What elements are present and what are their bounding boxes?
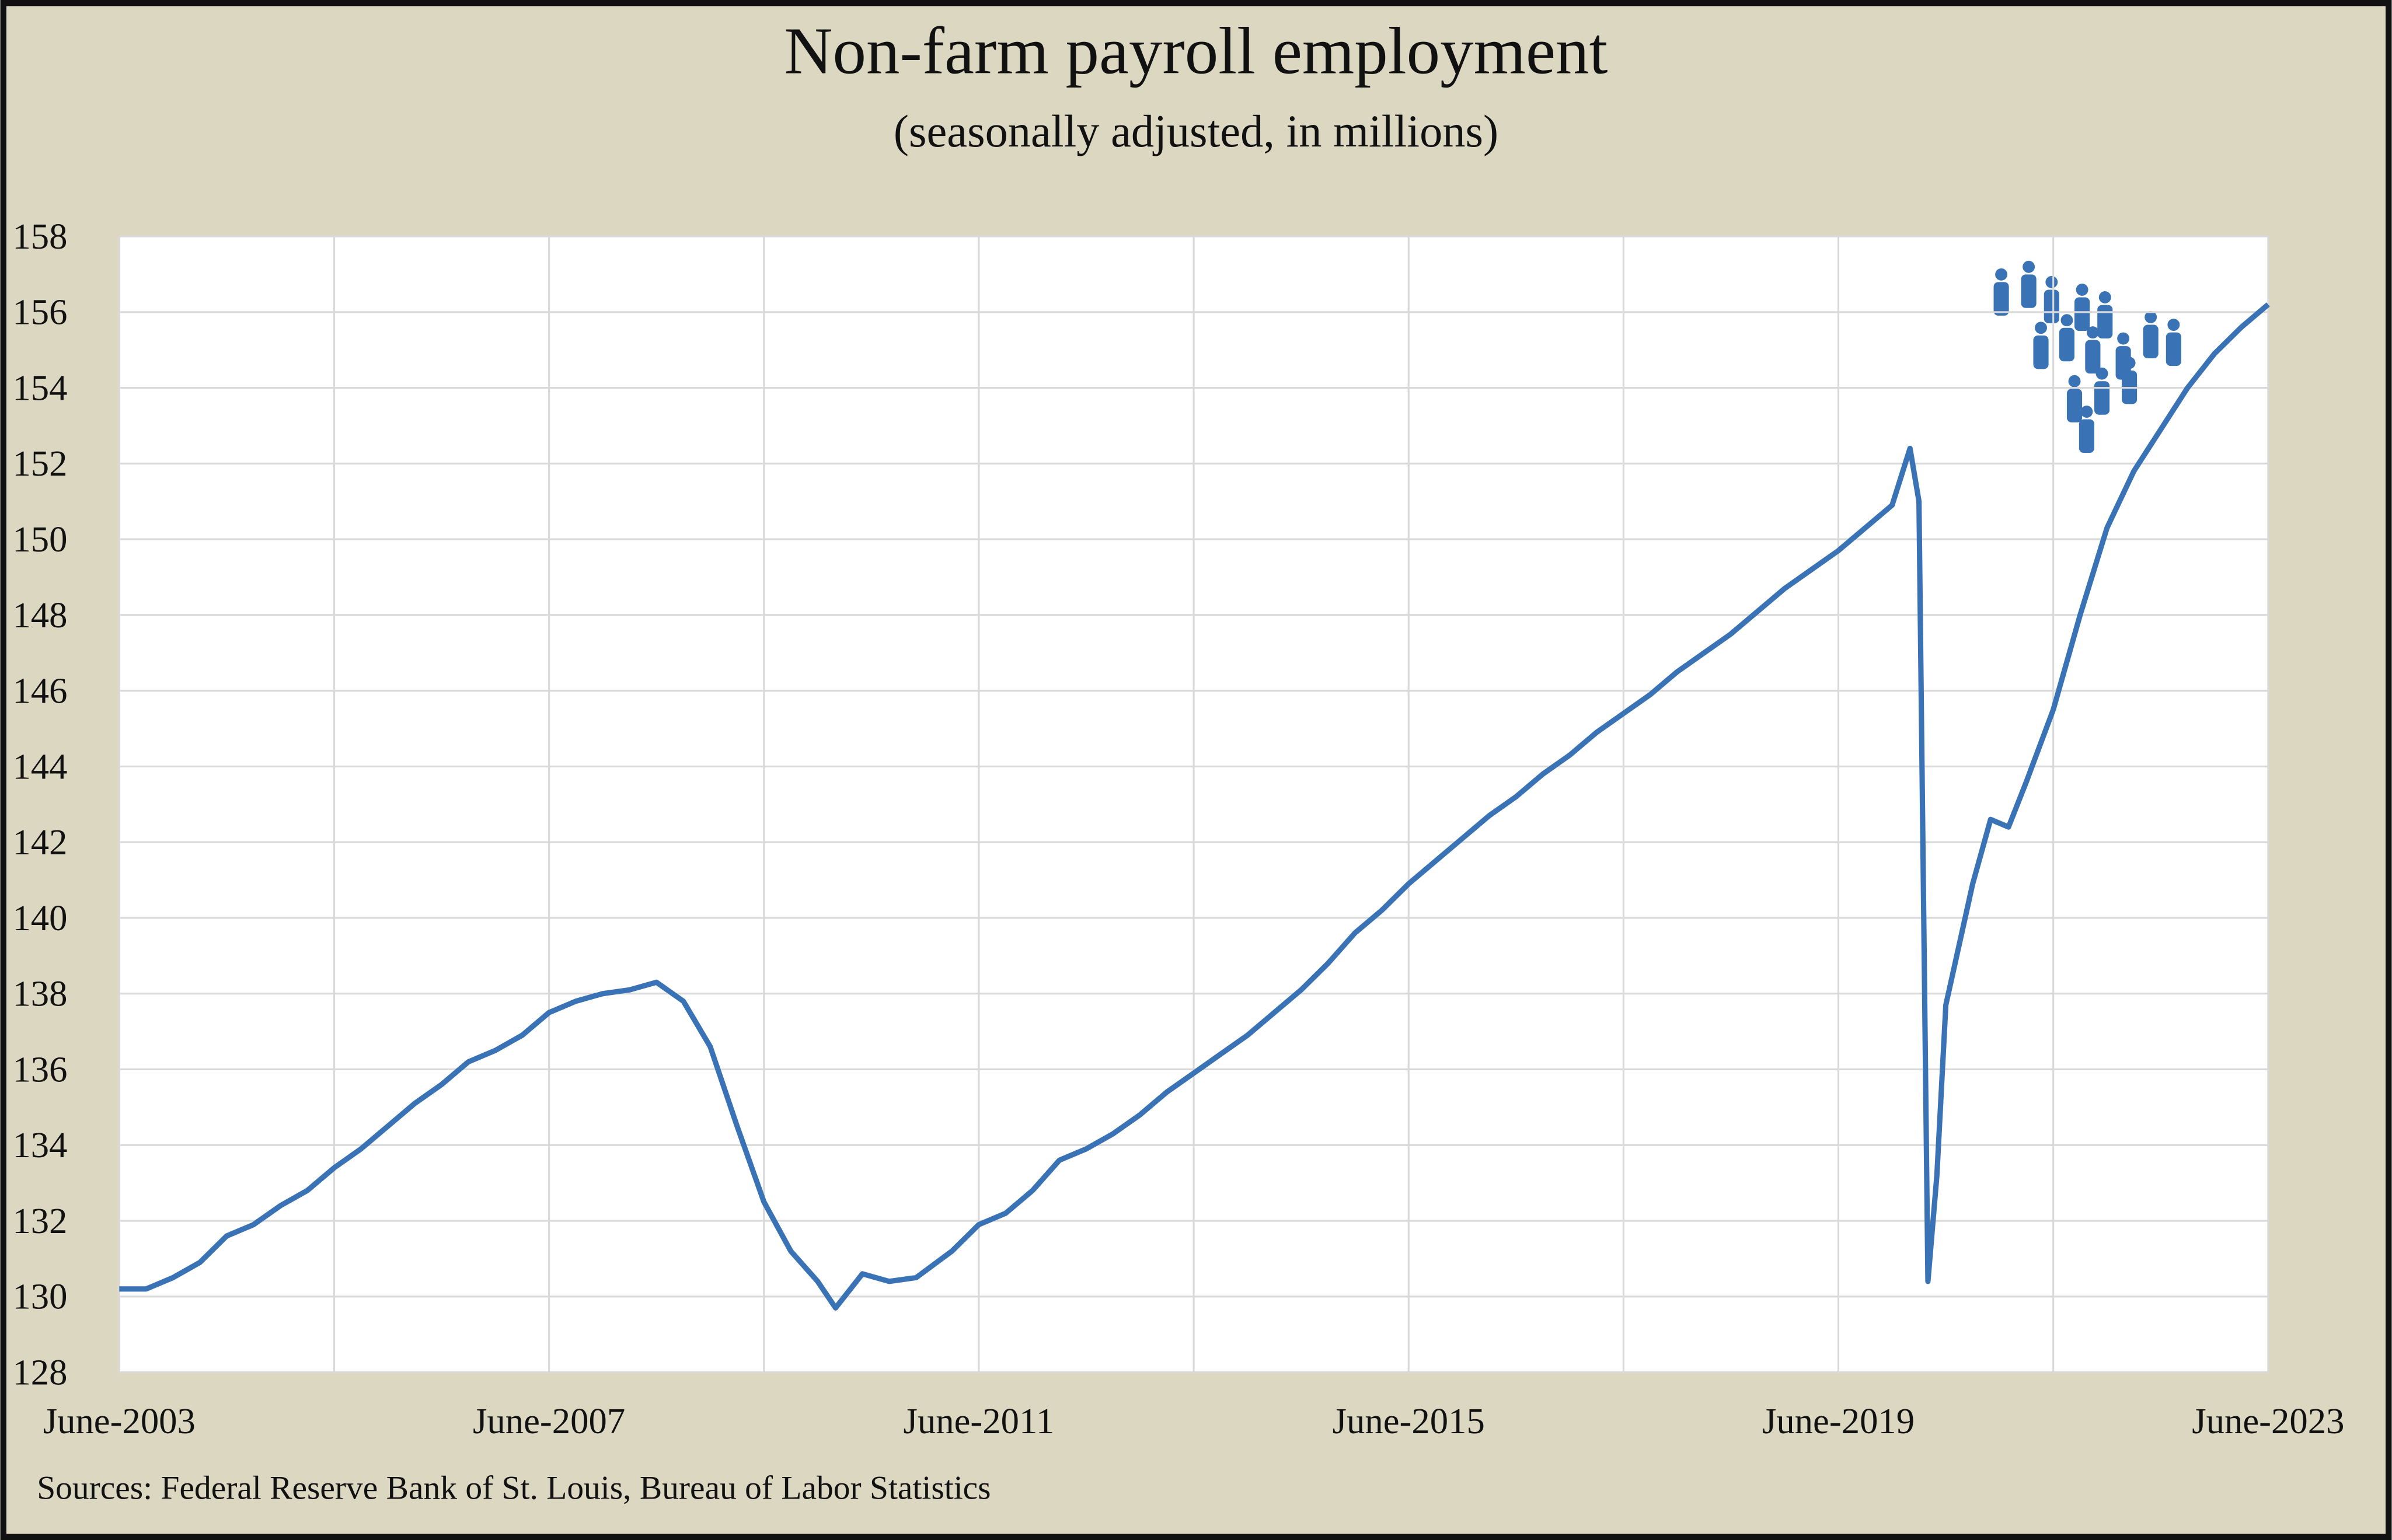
y-tick-label: 130 <box>12 1276 67 1317</box>
x-tick-label: June-2007 <box>473 1401 625 1441</box>
y-tick-label: 144 <box>12 746 67 787</box>
y-tick-label: 150 <box>12 519 67 560</box>
series-line <box>119 302 2270 1311</box>
y-tick-label: 146 <box>12 671 67 711</box>
y-tick-label: 134 <box>12 1125 67 1165</box>
people-icon <box>1993 260 2181 453</box>
y-tick-label: 132 <box>12 1200 67 1241</box>
y-tick-label: 138 <box>12 973 67 1014</box>
chart-layer: 128 130 132 134 136 138 140 142 144 146 148 150 152 1… <box>12 216 2344 1441</box>
y-tick-label: 148 <box>12 595 67 635</box>
source-note: Sources: Federal Reserve Bank of St. Lou… <box>37 1469 991 1506</box>
x-tick-label: June-2015 <box>1333 1401 1485 1441</box>
y-tick-label: 128 <box>12 1352 67 1392</box>
y-tick-label: 158 <box>12 216 67 257</box>
x-tick-label: June-2023 <box>2192 1401 2344 1441</box>
x-tick-label: June-2003 <box>43 1401 196 1441</box>
y-tick-label: 142 <box>12 822 67 862</box>
y-tick-label: 136 <box>12 1049 67 1089</box>
y-tick-label: 156 <box>12 292 67 333</box>
chart-subtitle: (seasonally adjusted, in millions) <box>894 106 1498 156</box>
y-tick-label: 152 <box>12 443 67 484</box>
y-tick-label: 140 <box>12 898 67 938</box>
y-tick-label: 154 <box>12 367 67 408</box>
chart-title: Non-farm payroll employment <box>784 13 1608 88</box>
x-tick-label: June-2011 <box>904 1401 1055 1441</box>
x-tick-label: June-2019 <box>1762 1401 1915 1441</box>
